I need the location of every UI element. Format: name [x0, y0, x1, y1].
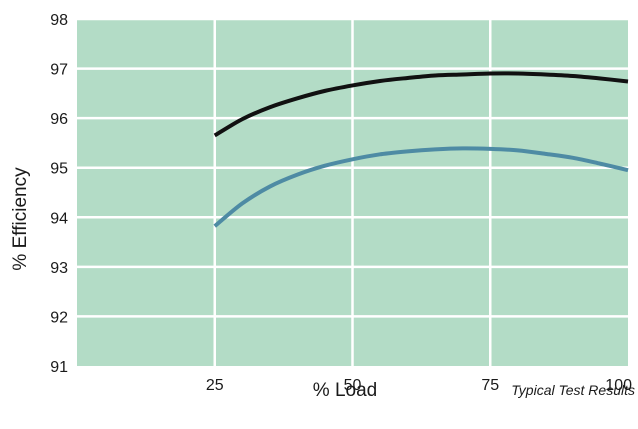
- x-tick-labels: 25 50 75 100: [206, 377, 632, 394]
- x-axis-label: % Load: [313, 380, 377, 401]
- x-tick-label: 50: [344, 377, 362, 394]
- y-tick-label: 95: [50, 161, 68, 178]
- x-tick-label: 25: [206, 377, 224, 394]
- y-tick-label: 97: [50, 62, 68, 79]
- y-tick-labels: 91 92 93 94 95 96 97 98: [50, 12, 68, 376]
- series-lines: [213, 71, 629, 228]
- series-line-2: [213, 146, 629, 228]
- grid-lines: [77, 17, 628, 366]
- x-tick-label: 100: [605, 377, 632, 394]
- x-tick-label: 75: [481, 377, 499, 394]
- y-tick-label: 91: [50, 359, 68, 376]
- y-tick-label: 92: [50, 309, 68, 326]
- y-tick-label: 94: [50, 210, 68, 227]
- y-axis-label: % Efficiency: [10, 167, 31, 271]
- y-tick-label: 98: [50, 12, 68, 29]
- y-tick-label: 96: [50, 111, 68, 128]
- y-tick-label: 93: [50, 260, 68, 277]
- series-line-1: [213, 71, 629, 138]
- chart-note: Typical Test Results: [511, 382, 635, 398]
